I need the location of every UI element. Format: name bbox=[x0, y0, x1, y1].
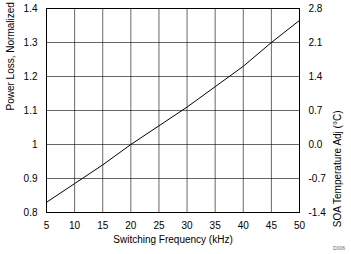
svg-text:5: 5 bbox=[44, 220, 50, 231]
svg-text:0.0: 0.0 bbox=[309, 139, 323, 150]
svg-text:Switching Frequency (kHz): Switching Frequency (kHz) bbox=[113, 234, 232, 245]
svg-text:1.4: 1.4 bbox=[24, 3, 38, 14]
svg-text:50: 50 bbox=[294, 220, 306, 231]
svg-text:0.8: 0.8 bbox=[24, 207, 38, 218]
svg-text:10: 10 bbox=[69, 220, 81, 231]
svg-text:2.1: 2.1 bbox=[309, 37, 323, 48]
svg-text:2.8: 2.8 bbox=[309, 3, 323, 14]
svg-text:1.3: 1.3 bbox=[24, 37, 38, 48]
svg-text:1.2: 1.2 bbox=[24, 71, 38, 82]
svg-text:Power Loss, Normalized: Power Loss, Normalized bbox=[5, 2, 16, 110]
svg-text:25: 25 bbox=[153, 220, 165, 231]
svg-text:30: 30 bbox=[181, 220, 193, 231]
svg-text:35: 35 bbox=[210, 220, 222, 231]
svg-text:15: 15 bbox=[97, 220, 109, 231]
svg-text:-0.7: -0.7 bbox=[309, 173, 327, 184]
html-text:D006: D006 bbox=[333, 245, 345, 251]
svg-text:SOA Temperature Adj (°C): SOA Temperature Adj (°C) bbox=[332, 111, 343, 228]
svg-text:45: 45 bbox=[266, 220, 278, 231]
svg-text:1.1: 1.1 bbox=[24, 105, 38, 116]
svg-text:0.7: 0.7 bbox=[309, 105, 323, 116]
svg-text:1.4: 1.4 bbox=[309, 71, 323, 82]
svg-text:40: 40 bbox=[238, 220, 250, 231]
svg-text:1: 1 bbox=[32, 139, 38, 150]
svg-text:20: 20 bbox=[125, 220, 137, 231]
svg-text:-1.4: -1.4 bbox=[309, 207, 327, 218]
svg-text:0.9: 0.9 bbox=[24, 173, 38, 184]
